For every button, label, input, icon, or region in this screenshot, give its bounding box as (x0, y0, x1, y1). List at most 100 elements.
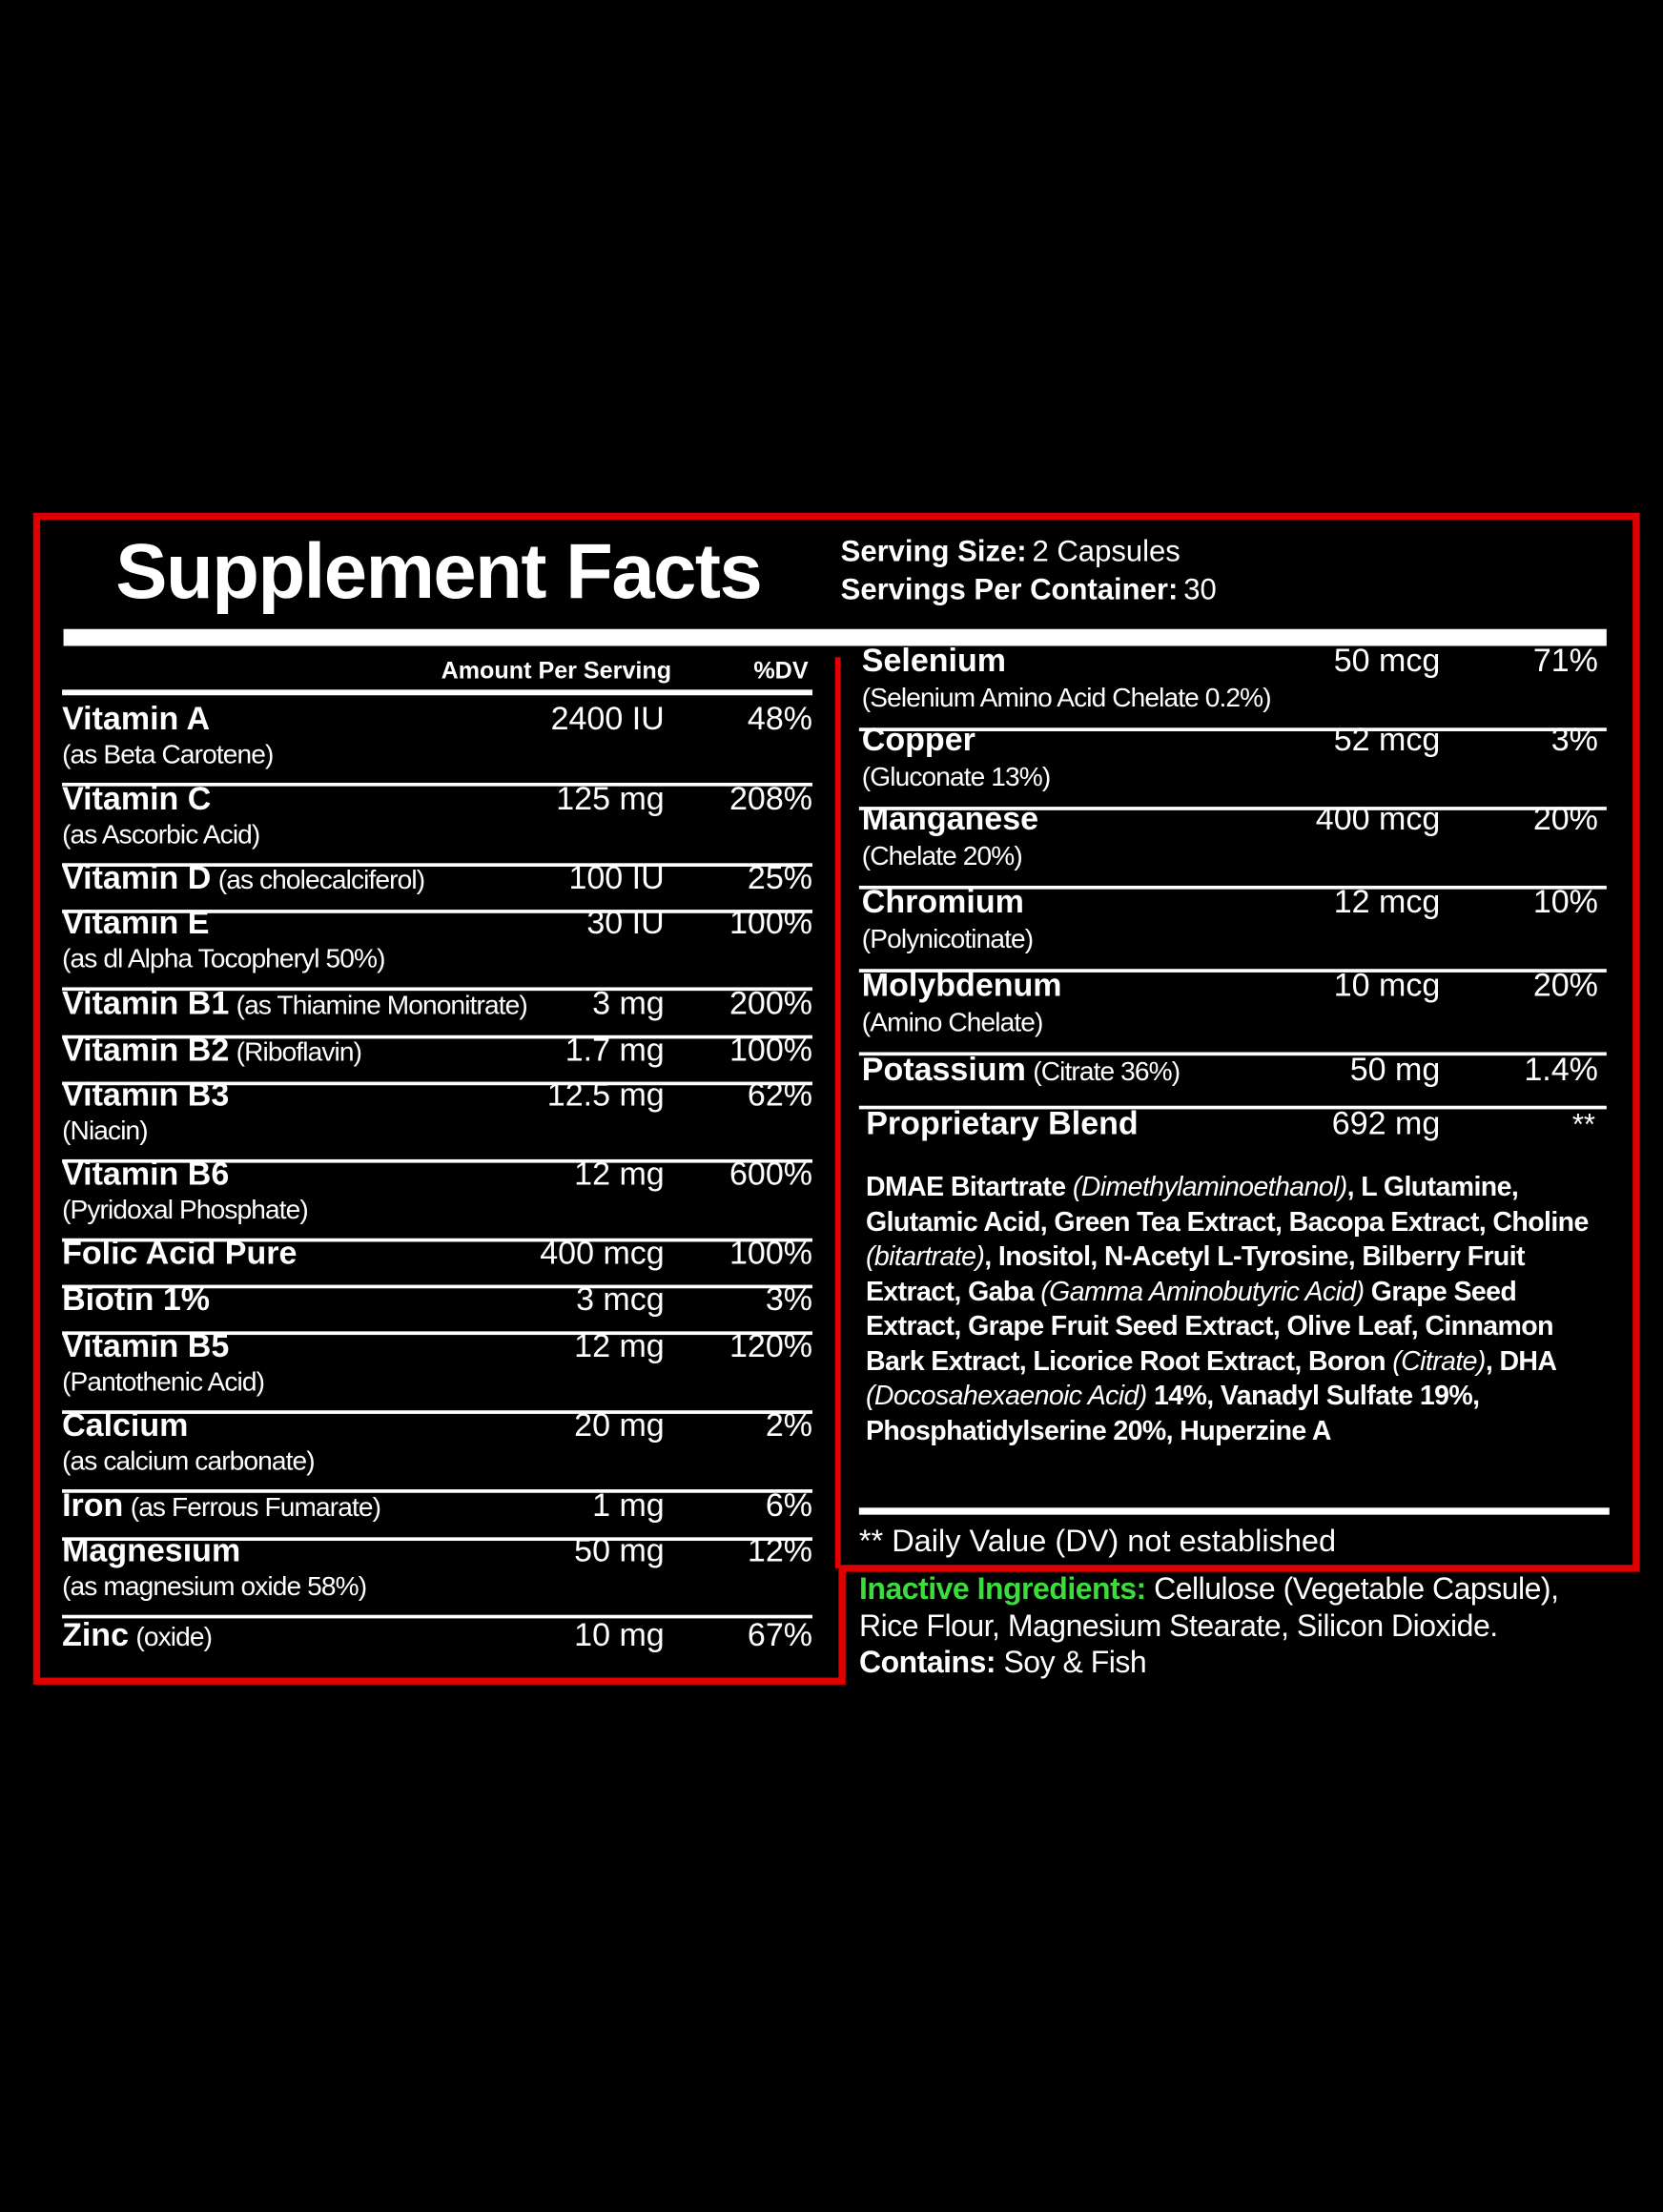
nutrient-note: (as Beta Carotene) (62, 739, 273, 768)
daily-value: 12% (748, 1532, 812, 1568)
row-rule (62, 1489, 813, 1493)
nutrient-note: (as calcium carbonate) (62, 1445, 315, 1475)
nutrient: Potassium (Citrate 36%) (862, 1052, 1180, 1088)
blend-segment: DMAE Bitartrate (866, 1172, 1073, 1202)
inactive-ingredients: Inactive Ingredients: Cellulose (Vegetab… (859, 1570, 1598, 1681)
nutrient-name: Iron (62, 1487, 123, 1524)
amount: 400 mcg (1316, 801, 1440, 837)
nutrient-name: Vitamin A (62, 701, 210, 737)
daily-value: 2% (766, 1407, 812, 1444)
nutrient-note: (oxide) (135, 1622, 212, 1651)
nutrient-note: (Amino Chelate) (862, 1007, 1043, 1036)
row-rule (62, 987, 813, 992)
nutrient-note: (Pyridoxal Phosphate) (62, 1195, 308, 1224)
amount: 20 mg (574, 1407, 665, 1444)
amount: 50 mg (574, 1532, 665, 1568)
daily-value: 100% (729, 1235, 812, 1271)
dv-header: %DV (753, 658, 808, 685)
row-rule (858, 807, 1607, 810)
serving-size-value: 2 Capsules (1033, 535, 1181, 568)
nutrient-note: (Niacin) (62, 1116, 148, 1145)
amount: 400 mcg (540, 1235, 664, 1271)
daily-value: 200% (729, 986, 812, 1022)
daily-value: 120% (729, 1328, 812, 1364)
blend-segment: 14%, Vanadyl Sulfate 19%, Phosphatidylse… (866, 1381, 1480, 1446)
row-rule (62, 863, 813, 867)
row-rule (62, 1158, 813, 1163)
daily-value: 3% (1551, 722, 1598, 758)
row-rule (858, 1052, 1607, 1056)
amount-header: Amount Per Serving (441, 658, 672, 685)
amount: 3 mg (592, 986, 665, 1022)
daily-value: 100% (729, 905, 812, 941)
row-rule (62, 1284, 813, 1289)
nutrient-note: (as Thiamine Mononitrate) (236, 991, 527, 1020)
nutrient-note: (as cholecalciferol) (218, 865, 424, 894)
row-rule (62, 910, 813, 913)
row-rule (62, 1331, 813, 1336)
daily-value: 208% (729, 781, 812, 817)
row-rule (62, 1410, 813, 1414)
row-rule (62, 1238, 813, 1242)
row-rule (62, 1537, 813, 1542)
nutrient: Vitamin B1 (as Thiamine Mononitrate) (62, 986, 527, 1022)
nutrient: Zinc (oxide) (62, 1617, 212, 1653)
thick-bar (63, 628, 1607, 646)
nutrient-name: Potassium (862, 1052, 1026, 1088)
daily-value: 62% (748, 1077, 812, 1114)
row-rule (62, 1034, 813, 1039)
nutrient-note: (Gluconate 13%) (862, 762, 1051, 791)
nutrient-name: Vitamin B2 (62, 1032, 229, 1068)
amount: 12 mg (574, 1328, 665, 1364)
blend-segment: (Dimethylaminoethanol) (1072, 1172, 1347, 1202)
row-rule (858, 969, 1607, 973)
amount: 12 mg (574, 1157, 665, 1193)
amount: 52 mcg (1334, 722, 1441, 758)
blend-ingredients: DMAE Bitartrate (Dimethylaminoethanol), … (866, 1170, 1610, 1448)
nutrient-note: (as Ascorbic Acid) (62, 820, 259, 850)
nutrient-name: Vitamin C (62, 781, 211, 817)
amount: 2400 IU (551, 701, 665, 737)
contains-text: Soy & Fish (1003, 1645, 1147, 1679)
nutrient-note: (as dl Alpha Tocopheryl 50%) (62, 944, 385, 973)
nutrient: Iron (as Ferrous Fumarate) (62, 1487, 380, 1524)
row-rule (62, 1614, 813, 1619)
blend-name: Proprietary Blend (866, 1105, 1138, 1141)
row-rule (62, 1081, 813, 1086)
nutrient-name: Vitamin E (62, 905, 209, 941)
contains-label: Contains: (859, 1645, 996, 1679)
nutrient-note: (Polynicotinate) (862, 924, 1033, 953)
header-rule (62, 689, 813, 696)
footnote: ** Daily Value (DV) not established (859, 1524, 1336, 1558)
nutrient-note: (Selenium Amino Acid Chelate 0.2%) (862, 683, 1271, 712)
nutrient-name: Zinc (62, 1617, 129, 1653)
nutrient-note: (as magnesium oxide 58%) (62, 1571, 366, 1601)
blend-dv: ** (1572, 1107, 1595, 1140)
daily-value: 6% (766, 1487, 812, 1524)
amount: 10 mcg (1334, 967, 1441, 1003)
daily-value: 600% (729, 1157, 812, 1193)
nutrient-name: Molybdenum (862, 967, 1062, 1003)
nutrient-name: Folic Acid Pure (62, 1235, 297, 1271)
nutrient-name: Calcium (62, 1407, 188, 1444)
blend-segment: , Inositol, N-Acetyl L-Tyrosine, Bilberr… (866, 1241, 1526, 1307)
blend-segment: (bitartrate) (866, 1241, 985, 1272)
nutrient-name: Chromium (862, 884, 1024, 920)
servings-label: Servings Per Container: (841, 573, 1179, 606)
daily-value: 3% (766, 1281, 812, 1318)
amount: 10 mg (574, 1617, 665, 1653)
amount: 1.7 mg (565, 1032, 665, 1068)
daily-value: 10% (1533, 884, 1598, 920)
blend-segment: , L Glutamine, Glutamic Acid, Green Tea … (866, 1172, 1589, 1238)
nutrient-note: (Chelate 20%) (862, 841, 1022, 870)
row-rule (858, 885, 1607, 890)
nutrient-name: Biotin 1% (62, 1281, 210, 1318)
nutrient-name: Selenium (862, 643, 1006, 679)
nutrient-name: Magnesium (62, 1532, 240, 1568)
amount: 3 mcg (576, 1281, 665, 1318)
amount: 30 IU (586, 905, 664, 941)
nutrient-note: (Citrate 36%) (1033, 1056, 1180, 1086)
daily-value: 25% (748, 860, 812, 896)
